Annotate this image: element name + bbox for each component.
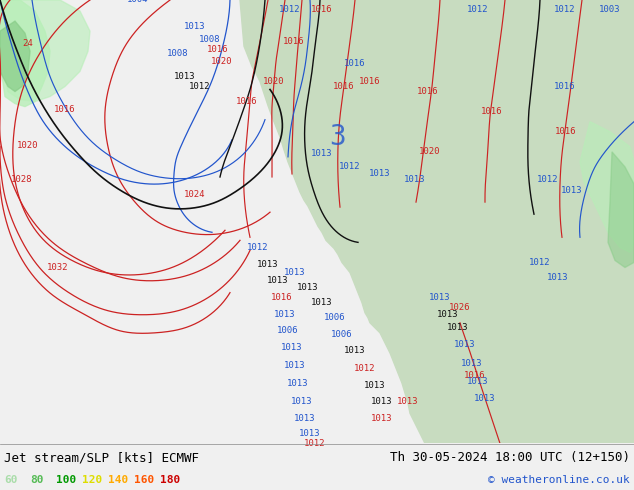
Text: 1013: 1013 <box>398 397 418 406</box>
Text: Th 30-05-2024 18:00 UTC (12+150): Th 30-05-2024 18:00 UTC (12+150) <box>390 451 630 464</box>
Text: © weatheronline.co.uk: © weatheronline.co.uk <box>488 475 630 485</box>
Text: 1008: 1008 <box>167 49 189 58</box>
Text: 3: 3 <box>330 123 346 151</box>
Text: 1013: 1013 <box>429 293 451 302</box>
Text: 1013: 1013 <box>344 346 366 355</box>
Text: 1032: 1032 <box>48 263 68 272</box>
Text: 1013: 1013 <box>437 310 459 319</box>
Text: 1016: 1016 <box>55 105 75 114</box>
Text: 1012: 1012 <box>467 4 489 14</box>
Text: 1028: 1028 <box>11 175 33 185</box>
Text: 1020: 1020 <box>419 147 441 156</box>
Text: 140: 140 <box>108 475 128 485</box>
Text: 100: 100 <box>56 475 76 485</box>
Text: 160: 160 <box>134 475 154 485</box>
Polygon shape <box>580 122 634 252</box>
Text: 120: 120 <box>82 475 102 485</box>
Text: 1016: 1016 <box>236 97 258 106</box>
Text: 1013: 1013 <box>454 341 476 349</box>
Text: 1016: 1016 <box>555 127 577 136</box>
Text: 1012: 1012 <box>190 82 210 91</box>
Text: 1013: 1013 <box>281 343 303 352</box>
Polygon shape <box>240 0 634 443</box>
Text: 1008: 1008 <box>199 35 221 44</box>
Text: 1016: 1016 <box>311 4 333 14</box>
Text: 1016: 1016 <box>271 293 293 302</box>
Text: 1013: 1013 <box>372 414 392 423</box>
Text: 1012: 1012 <box>247 243 269 252</box>
Text: 1013: 1013 <box>291 397 313 406</box>
Text: 1013: 1013 <box>275 310 295 319</box>
Text: 1020: 1020 <box>211 57 233 66</box>
Text: 1013: 1013 <box>547 273 569 282</box>
Text: 1012: 1012 <box>339 162 361 171</box>
Text: 1013: 1013 <box>365 381 385 390</box>
Text: 1016: 1016 <box>333 82 355 91</box>
Text: 1013: 1013 <box>447 323 469 332</box>
Text: 1026: 1026 <box>450 303 471 312</box>
Text: 1013: 1013 <box>404 175 426 185</box>
Text: 1013: 1013 <box>311 149 333 158</box>
Text: 1013: 1013 <box>311 298 333 307</box>
Text: 60: 60 <box>4 475 18 485</box>
Text: 24: 24 <box>23 39 34 48</box>
Text: 1012: 1012 <box>304 439 326 448</box>
Text: 1016: 1016 <box>554 82 576 91</box>
Text: 1012: 1012 <box>279 4 301 14</box>
Polygon shape <box>0 0 90 101</box>
Text: 1013: 1013 <box>257 260 279 269</box>
Text: 1012: 1012 <box>537 175 559 185</box>
Polygon shape <box>0 21 30 92</box>
Text: 1004: 1004 <box>127 0 149 4</box>
Text: 1016: 1016 <box>464 370 486 380</box>
Text: 1013: 1013 <box>369 170 391 178</box>
Text: 1013: 1013 <box>284 268 306 277</box>
Text: 1013: 1013 <box>184 22 206 31</box>
Text: 1020: 1020 <box>17 141 39 150</box>
Text: 1016: 1016 <box>283 37 305 46</box>
Polygon shape <box>0 0 50 107</box>
Text: 1012: 1012 <box>529 258 551 267</box>
Text: 1013: 1013 <box>561 186 583 195</box>
Text: 1003: 1003 <box>599 4 621 14</box>
Text: 1012: 1012 <box>554 4 576 14</box>
Text: 1016: 1016 <box>359 77 381 86</box>
Text: 1006: 1006 <box>277 326 299 335</box>
Text: 1016: 1016 <box>207 45 229 54</box>
Text: 1013: 1013 <box>294 414 316 423</box>
Text: 1016: 1016 <box>481 107 503 116</box>
Text: 1013: 1013 <box>474 393 496 403</box>
Text: 1013: 1013 <box>462 359 482 368</box>
Text: 1013: 1013 <box>299 429 321 438</box>
Text: 1013: 1013 <box>284 361 306 369</box>
Text: 180: 180 <box>160 475 180 485</box>
Text: 1016: 1016 <box>344 59 366 68</box>
Text: 1013: 1013 <box>174 72 196 81</box>
Text: 1012: 1012 <box>354 364 376 372</box>
Polygon shape <box>608 152 634 268</box>
Text: 1020: 1020 <box>263 77 285 86</box>
Text: 1006: 1006 <box>331 330 353 340</box>
Text: 1024: 1024 <box>184 190 206 198</box>
Text: 80: 80 <box>30 475 44 485</box>
Text: 1013: 1013 <box>287 379 309 388</box>
Text: 1006: 1006 <box>324 313 346 322</box>
Text: 1013: 1013 <box>372 397 392 406</box>
Text: 1016: 1016 <box>417 87 439 96</box>
Text: 1013: 1013 <box>297 283 319 292</box>
Text: 1013: 1013 <box>467 377 489 386</box>
Text: 1013: 1013 <box>268 276 288 285</box>
Text: Jet stream/SLP [kts] ECMWF: Jet stream/SLP [kts] ECMWF <box>4 451 199 464</box>
